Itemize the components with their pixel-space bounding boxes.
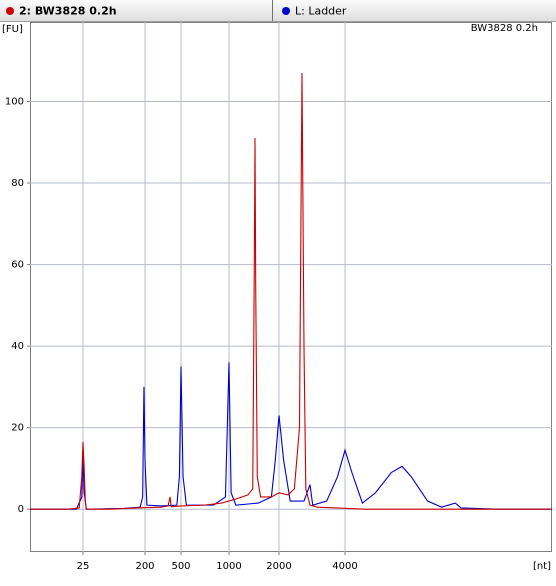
legend-marker <box>282 7 290 15</box>
legend-marker <box>6 7 14 15</box>
series-line <box>30 72 552 510</box>
y-tick-label: 0 <box>18 504 24 515</box>
y-tick-label: 80 <box>11 178 24 189</box>
x-tick-label: 500 <box>171 561 190 572</box>
x-axis-label: [nt] <box>533 561 551 572</box>
legend-label[interactable]: 2: BW3828 0.2h <box>19 5 117 18</box>
x-tick-label: 1000 <box>216 561 241 572</box>
y-tick-label: 60 <box>11 260 24 271</box>
series-line <box>30 362 552 510</box>
tab-bar <box>0 0 556 22</box>
x-tick-label: 2000 <box>266 561 291 572</box>
x-tick-label: 4000 <box>332 561 357 572</box>
chart-subtitle: BW3828 0.2h <box>471 23 538 34</box>
y-tick-label: 20 <box>11 423 24 434</box>
plot-area <box>30 22 552 552</box>
y-tick-label: 40 <box>11 341 24 352</box>
x-tick-label: 25 <box>77 561 90 572</box>
y-axis-label: [FU] <box>2 24 23 35</box>
y-tick-label: 100 <box>5 97 24 108</box>
x-tick-label: 200 <box>135 561 154 572</box>
legend-label[interactable]: L: Ladder <box>295 5 347 18</box>
